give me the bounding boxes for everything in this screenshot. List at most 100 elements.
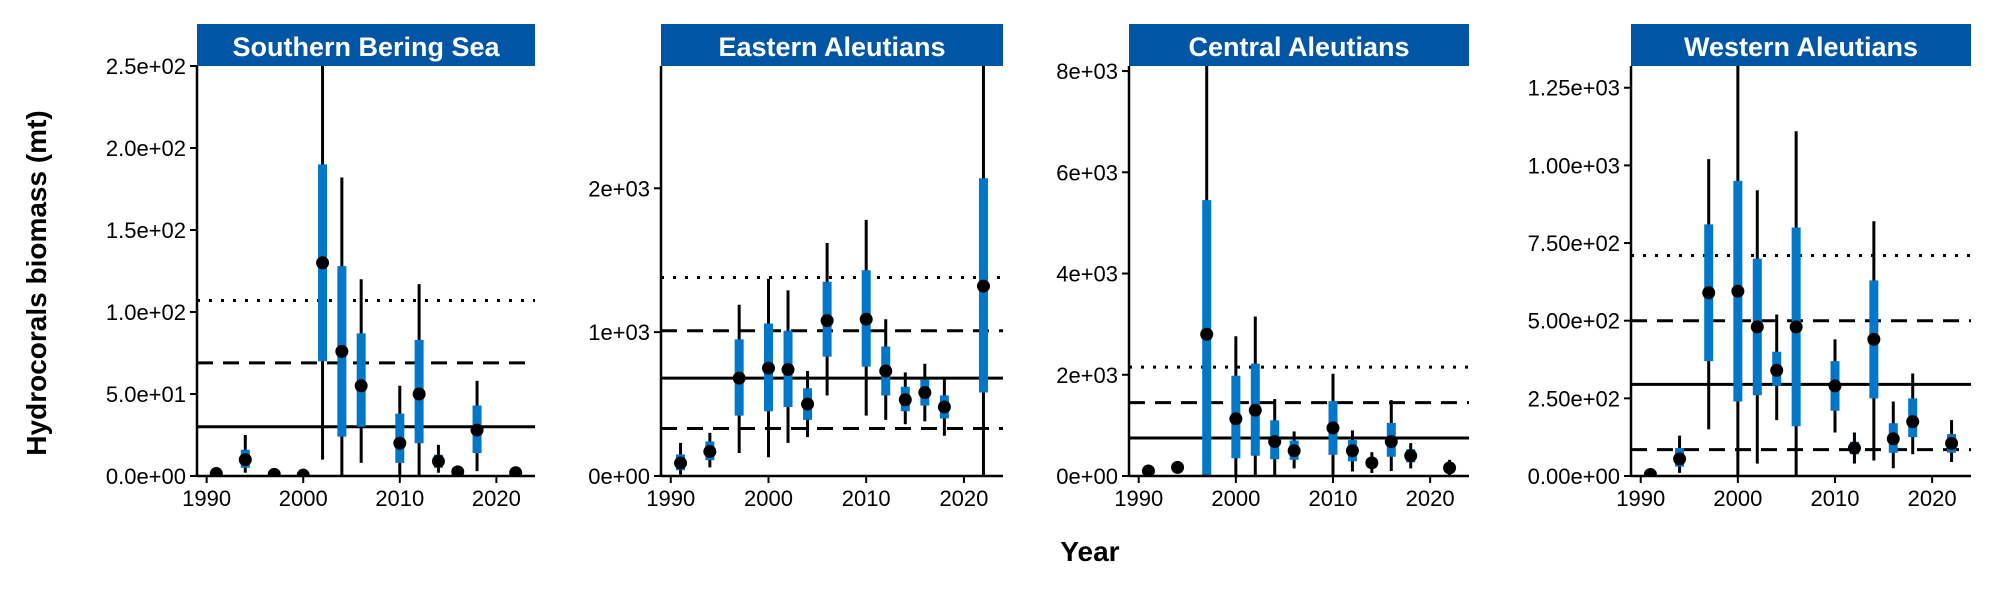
- y-tick-label: 2.5e+02: [106, 54, 186, 79]
- data-point: [354, 379, 368, 393]
- data-point: [1384, 435, 1398, 449]
- panel-2: Central Aleutians 0e+00 2e+03 4e+03 6e+03 8e+…: [1056, 24, 1469, 511]
- y-tick-label: 1.5e+02: [106, 218, 186, 243]
- facet-strip: [197, 24, 535, 66]
- facet-title: Central Aleutians: [1188, 32, 1409, 62]
- data-point: [1326, 421, 1340, 435]
- data-point: [937, 400, 951, 414]
- facet-strip: [1631, 24, 1971, 66]
- x-tick-label: 1990: [646, 486, 695, 511]
- y-axis-title: Hydrocorals biomass (mt): [21, 110, 52, 455]
- data-point: [1886, 432, 1900, 446]
- x-tick-label: 2020: [1908, 486, 1957, 511]
- data-point: [470, 423, 484, 437]
- x-tick-label: 2020: [1406, 486, 1455, 511]
- x-tick-label: 1990: [1616, 486, 1665, 511]
- data-point: [431, 454, 445, 468]
- data-point: [1731, 284, 1745, 298]
- facet-title: Western Aleutians: [1684, 32, 1918, 62]
- data-point: [1229, 412, 1243, 426]
- y-tick-label: 5.0e+01: [106, 382, 186, 407]
- data-point: [1828, 379, 1842, 393]
- panel-3: Western Aleutians 0.00e+00 2.50e+02 5.00e+0…: [1528, 24, 1971, 511]
- plot-area: [1129, 66, 1469, 476]
- data-point: [335, 344, 349, 358]
- data-point: [1171, 460, 1185, 474]
- x-tick-label: 2020: [472, 486, 521, 511]
- plot-area: [1631, 66, 1971, 476]
- x-tick-label: 2000: [744, 486, 793, 511]
- data-point: [801, 397, 815, 411]
- data-point: [296, 468, 310, 476]
- x-tick-label: 2020: [939, 486, 988, 511]
- y-tick-label: 2.50e+02: [1528, 386, 1620, 411]
- data-point: [1673, 452, 1687, 466]
- data-point: [509, 466, 523, 476]
- y-tick-label: 8e+03: [1056, 59, 1118, 84]
- x-tick-label: 1990: [182, 486, 231, 511]
- data-point: [761, 361, 775, 375]
- y-tick-label: 2e+03: [588, 176, 650, 201]
- data-point: [1404, 449, 1418, 463]
- x-tick-label: 2000: [1713, 486, 1762, 511]
- y-tick-label: 0e+00: [588, 464, 650, 489]
- data-point: [1200, 327, 1214, 341]
- data-point: [976, 279, 990, 293]
- y-tick-label: 0.0e+00: [106, 464, 186, 489]
- data-point: [918, 386, 932, 400]
- x-tick-label: 2010: [375, 486, 424, 511]
- x-tick-label: 1990: [1114, 486, 1163, 511]
- facet-strip: [661, 24, 1003, 66]
- data-point: [674, 456, 688, 470]
- data-point: [267, 467, 281, 476]
- data-point: [703, 445, 717, 459]
- y-tick-label: 0.00e+00: [1528, 464, 1620, 489]
- y-tick-label: 1.00e+03: [1528, 153, 1620, 178]
- data-point: [1345, 444, 1359, 458]
- plot-area: [661, 66, 1003, 476]
- data-point: [879, 364, 893, 378]
- y-tick-label: 5.00e+02: [1528, 309, 1620, 334]
- x-tick-label: 2010: [842, 486, 891, 511]
- x-tick-label: 2010: [1811, 486, 1860, 511]
- data-point: [412, 387, 426, 401]
- data-point: [1847, 441, 1861, 455]
- y-tick-label: 1e+03: [588, 320, 650, 345]
- x-tick-label: 2000: [279, 486, 328, 511]
- data-point: [1248, 403, 1262, 417]
- data-point: [898, 393, 912, 407]
- data-point: [781, 363, 795, 377]
- data-point: [1770, 363, 1784, 377]
- y-tick-label: 2e+03: [1056, 363, 1118, 388]
- y-tick-label: 1.25e+03: [1528, 76, 1620, 101]
- data-point: [1287, 444, 1301, 458]
- x-tick-label: 2010: [1309, 486, 1358, 511]
- data-point: [316, 256, 330, 270]
- data-point: [209, 467, 223, 476]
- data-point: [1365, 456, 1379, 470]
- data-point: [1867, 332, 1881, 346]
- facet-title: Eastern Aleutians: [718, 32, 945, 62]
- data-point: [1702, 286, 1716, 300]
- x-tick-label: 2000: [1211, 486, 1260, 511]
- x-axis-title: Year: [1060, 536, 1119, 567]
- y-tick-label: 1.0e+02: [106, 300, 186, 325]
- data-point: [820, 314, 834, 328]
- data-point: [238, 453, 252, 467]
- y-tick-label: 0e+00: [1056, 464, 1118, 489]
- panel-1: Eastern Aleutians 0e+00 1e+03 2e+03 1990 2000…: [588, 24, 1003, 511]
- y-tick-label: 2.0e+02: [106, 136, 186, 161]
- data-point: [1643, 467, 1657, 476]
- panels: Southern Bering Sea 0.0e+00 5.0e+01 1.0e+02…: [106, 24, 1971, 511]
- facet-strip: [1129, 24, 1469, 66]
- plot-area: [197, 66, 535, 476]
- facet-title: Southern Bering Sea: [232, 32, 500, 62]
- data-point: [1789, 320, 1803, 334]
- data-point: [393, 436, 407, 450]
- data-point: [1268, 435, 1282, 449]
- y-tick-label: 6e+03: [1056, 160, 1118, 185]
- data-point: [1906, 415, 1920, 429]
- data-point: [732, 371, 746, 385]
- data-point: [1443, 461, 1457, 475]
